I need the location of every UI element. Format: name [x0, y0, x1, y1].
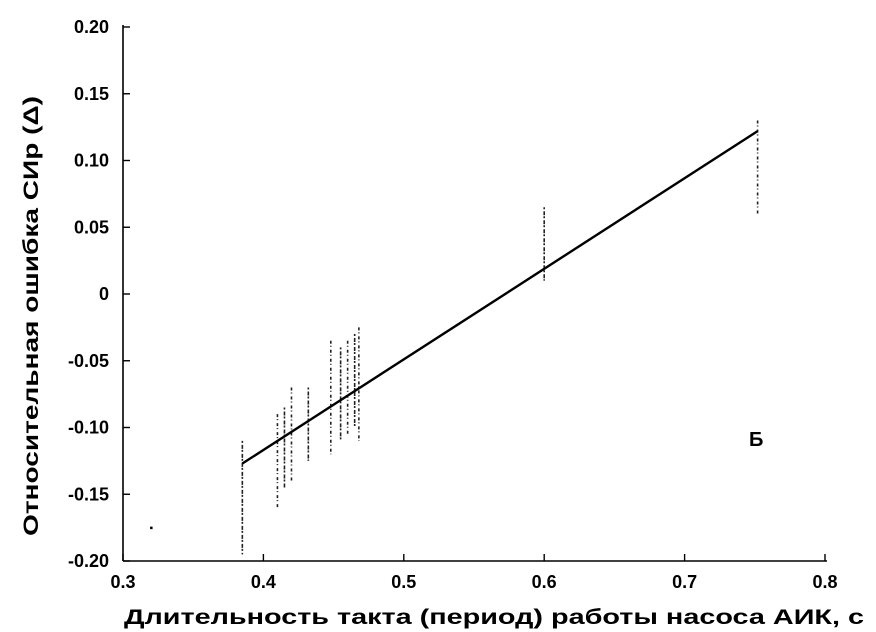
y-tick-label: 0.15	[74, 84, 109, 104]
x-tick-label: 0.5	[391, 572, 416, 592]
data-points	[150, 120, 759, 555]
y-tick-label: -0.20	[68, 551, 109, 571]
y-tick-label: 0.20	[74, 17, 109, 37]
y-tick-label: 0	[99, 284, 109, 304]
x-tick-label: 0.4	[251, 572, 276, 592]
x-axis-title: Длительность такта (период) работы насос…	[124, 606, 864, 629]
regression-line-group	[241, 130, 759, 465]
y-tick-label: -0.05	[68, 351, 109, 371]
x-tick-label: 0.6	[532, 572, 557, 592]
y-tick-label: 0.10	[74, 151, 109, 171]
data-point	[150, 526, 153, 530]
y-tick-label: -0.10	[68, 418, 109, 438]
panel-label: Б	[749, 429, 763, 451]
regression-line	[241, 130, 759, 465]
axes: 0.20 0.15 0.10 0.05 0 -0.05 -0.10 -0.15 -0.200.3…	[68, 17, 838, 592]
y-tick-label: -0.15	[68, 484, 109, 504]
x-tick-label: 0.7	[672, 572, 697, 592]
x-tick-label: 0.3	[110, 572, 135, 592]
y-tick-label: 0.05	[74, 217, 109, 237]
x-tick-label: 0.8	[812, 572, 837, 592]
y-axis-title: Относительная ошибка СИр (Δ)	[20, 96, 43, 536]
